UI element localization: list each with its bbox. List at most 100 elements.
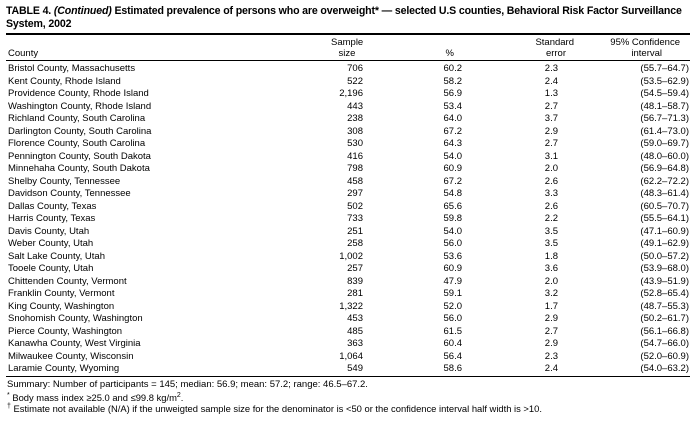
county-cell: Franklin County, Vermont <box>8 288 115 299</box>
county-cell: Providence County, Rhode Island <box>8 88 149 99</box>
sample-size-cell: 458 <box>347 175 363 187</box>
percent-cell: 54.0 <box>443 150 463 162</box>
percent-cell: 60.4 <box>443 338 463 349</box>
county-cell: Richland County, South Carolina <box>8 113 146 124</box>
confidence-interval-cell: (55.7–64.7) <box>640 63 689 74</box>
column-header-se-line2: error <box>545 47 566 59</box>
standard-error-cell: 2.0 <box>544 163 558 174</box>
title-divider <box>6 33 690 35</box>
footnotes: * Body mass index ≥25.0 and ≤99.8 kg/m2.… <box>6 391 690 415</box>
sample-size-cell: 257 <box>347 263 363 274</box>
county-cell: Florence County, South Carolina <box>8 138 146 149</box>
standard-error-cell: 2.9 <box>544 313 558 324</box>
table-title-text: Estimated prevalence of persons who are … <box>6 5 682 30</box>
sample-size-cell: 839 <box>347 275 363 287</box>
county-cell: Harris County, Texas <box>8 213 96 224</box>
confidence-interval-cell: (53.5–62.9) <box>640 75 689 87</box>
table-row: Washington County, Rhode Island 443 53.4 2.… <box>6 101 690 114</box>
confidence-interval-cell: (56.1–66.8) <box>640 325 689 337</box>
footnote-dagger-marker: † <box>7 402 11 410</box>
standard-error-cell: 2.2 <box>544 213 558 224</box>
column-header-sample-line2: size <box>338 47 356 59</box>
column-header-sample-line1: Sample <box>331 37 364 48</box>
percent-cell: 56.0 <box>443 313 463 324</box>
county-cell: Washington County, Rhode Island <box>8 100 152 112</box>
sample-size-cell: 1,002 <box>339 250 363 262</box>
standard-error-cell: 2.7 <box>544 325 558 337</box>
percent-cell: 67.2 <box>443 125 463 137</box>
standard-error-cell: 2.7 <box>544 100 558 112</box>
confidence-interval-cell: (56.7–71.3) <box>640 113 689 124</box>
table-row: King County, Washington 1,322 52.0 1.7 (48.7… <box>6 301 690 314</box>
footnote-estimate: † Estimate not available (N/A) if the un… <box>7 403 690 415</box>
percent-cell: 65.6 <box>443 200 463 212</box>
standard-error-cell: 3.6 <box>544 263 558 274</box>
percent-cell: 54.8 <box>443 188 463 199</box>
county-cell: Davidson County, Tennessee <box>8 188 131 199</box>
standard-error-cell: 2.6 <box>544 200 558 212</box>
percent-cell: 60.2 <box>443 63 463 74</box>
table-row: Kanawha County, West Virginia 363 60.4 2.9 (… <box>6 338 690 351</box>
percent-cell: 59.8 <box>443 213 463 224</box>
column-header-sample-size: Sample size <box>331 35 377 61</box>
percent-cell: 67.2 <box>443 175 463 187</box>
table-row: Chittenden County, Vermont 839 47.9 2.0 (43.… <box>6 276 690 289</box>
standard-error-cell: 2.3 <box>544 350 558 362</box>
column-header-se-line1: Standard <box>535 37 574 48</box>
table-row: Kent County, Rhode Island 522 58.2 2.4 (53.5… <box>6 76 690 89</box>
footnote-star-tail: . <box>180 391 184 403</box>
column-header-percent-label: % <box>445 47 454 59</box>
column-header-percent: % <box>377 35 477 61</box>
sample-size-cell: 1,064 <box>339 350 363 362</box>
table-row: Harris County, Texas 733 59.8 2.2 (55.5–64.1… <box>6 213 690 226</box>
county-cell: Salt Lake County, Utah <box>8 250 105 262</box>
sample-size-cell: 308 <box>347 125 363 137</box>
confidence-interval-cell: (47.1–60.9) <box>640 225 689 237</box>
table-row: Milwaukee County, Wisconsin 1,064 56.4 2.3 (… <box>6 351 690 364</box>
table-title: TABLE 4. (Continued) Estimated prevalenc… <box>6 5 690 33</box>
percent-cell: 59.1 <box>443 288 463 299</box>
prevalence-table: County Sample size % Standard error 95% … <box>6 35 690 377</box>
table-title-continued: (Continued) <box>51 5 112 17</box>
table-row: Snohomish County, Washington 453 56.0 2.9 (5… <box>6 313 690 326</box>
confidence-interval-cell: (43.9–51.9) <box>640 275 689 287</box>
percent-cell: 53.6 <box>443 250 463 262</box>
table-title-label: TABLE 4. <box>6 5 52 17</box>
county-cell: Laramie County, Wyoming <box>8 363 120 374</box>
column-header-county: County <box>6 35 331 61</box>
table-row: Salt Lake County, Utah 1,002 53.6 1.8 (50.0–… <box>6 251 690 264</box>
sample-size-cell: 549 <box>347 363 363 374</box>
county-cell: Snohomish County, Washington <box>8 313 143 324</box>
table-row: Providence County, Rhode Island 2,196 56.9… <box>6 88 690 101</box>
percent-cell: 64.3 <box>443 138 463 149</box>
sample-size-cell: 502 <box>347 200 363 212</box>
confidence-interval-cell: (50.2–61.7) <box>640 313 689 324</box>
percent-cell: 60.9 <box>443 163 463 174</box>
county-cell: Pierce County, Washington <box>8 325 123 337</box>
county-cell: Davis County, Utah <box>8 225 90 237</box>
standard-error-cell: 2.4 <box>544 363 558 374</box>
percent-cell: 58.6 <box>443 363 463 374</box>
confidence-interval-cell: (54.5–59.4) <box>640 88 689 99</box>
standard-error-cell: 1.7 <box>544 300 558 312</box>
table-row: Franklin County, Vermont 281 59.1 3.2 (52.8–… <box>6 288 690 301</box>
column-header-confidence-interval: 95% Confidence interval <box>575 35 690 61</box>
standard-error-cell: 3.3 <box>544 188 558 199</box>
standard-error-cell: 2.9 <box>544 125 558 137</box>
percent-cell: 54.0 <box>443 225 463 237</box>
table-row: Darlington County, South Carolina 308 67.2… <box>6 126 690 139</box>
standard-error-cell: 2.3 <box>544 63 558 74</box>
footnote-bmi: * Body mass index ≥25.0 and ≤99.8 kg/m2. <box>7 391 690 404</box>
county-cell: Tooele County, Utah <box>8 263 94 274</box>
summary-line: Summary: Number of participants = 145; m… <box>7 378 368 390</box>
footnote-star-marker: * <box>7 391 10 399</box>
confidence-interval-cell: (48.1–58.7) <box>640 100 689 112</box>
footnote-dagger-text: Estimate not available (N/A) if the unwe… <box>10 403 542 414</box>
table-row: Tooele County, Utah 257 60.9 3.6 (53.9–68.0) <box>6 263 690 276</box>
percent-cell: 61.5 <box>443 325 463 337</box>
standard-error-cell: 2.9 <box>544 338 558 349</box>
confidence-interval-cell: (52.8–65.4) <box>640 288 689 299</box>
table-row: Richland County, South Carolina 238 64.0 3.… <box>6 113 690 126</box>
table-row: Shelby County, Tennessee 458 67.2 2.6 (62.2–… <box>6 176 690 189</box>
standard-error-cell: 3.5 <box>544 238 558 249</box>
